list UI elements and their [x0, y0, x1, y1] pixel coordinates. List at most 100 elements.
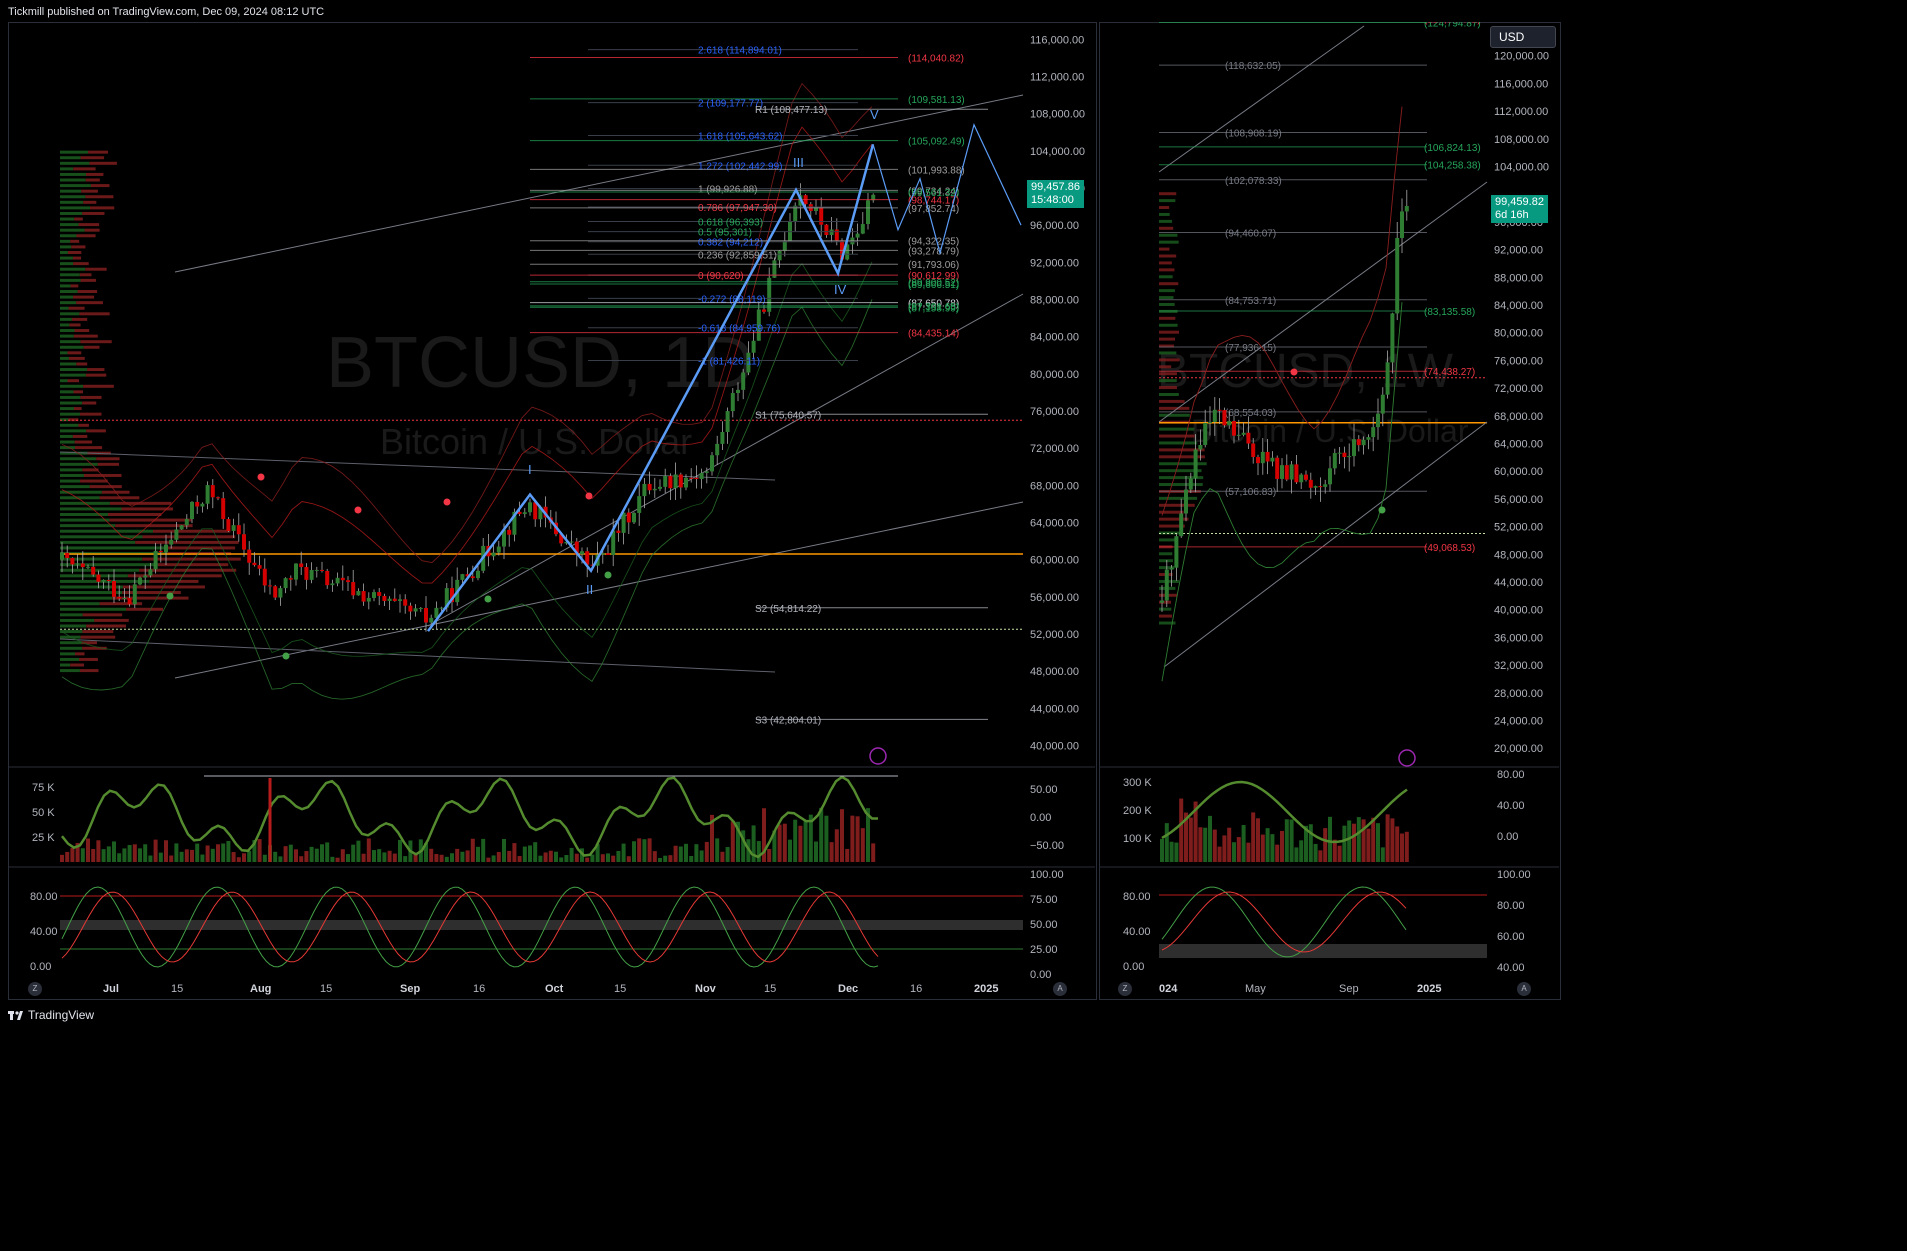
y-axis-tick: 60,000.00 [1030, 555, 1079, 567]
volume-bar [86, 838, 90, 862]
volume-bar [75, 842, 80, 862]
candle-body [450, 588, 454, 603]
trend-line [1163, 421, 1488, 668]
watermark-symbol: BTCUSD, 1D [326, 323, 754, 403]
volume-profile-bar [60, 267, 86, 271]
candle-body [777, 250, 782, 261]
candle-body [387, 598, 392, 601]
candle-body [621, 512, 626, 533]
candle-body [1289, 464, 1294, 480]
candle-body [533, 502, 538, 520]
volume-bar [1342, 825, 1347, 862]
volume-tick: 75 K [32, 782, 55, 794]
volume-profile-bar [1159, 372, 1177, 376]
candle-body [590, 564, 595, 566]
volume-bar [1260, 834, 1265, 862]
volume-bar [476, 846, 480, 862]
volume-bar [1169, 841, 1174, 862]
volume-profile-bar [149, 579, 199, 583]
candle-body [361, 591, 366, 602]
candle-body [491, 552, 496, 557]
volume-profile-bar [90, 206, 115, 210]
x-axis-tick: Oct [545, 983, 564, 995]
volume-bar [1371, 817, 1376, 862]
right-zoom-icon[interactable]: Z [1118, 982, 1132, 996]
candle-body [346, 580, 350, 583]
level-label: (102,078.33) [1225, 176, 1282, 187]
candle-body [756, 309, 761, 341]
candle-body [564, 541, 569, 544]
volume-bar [819, 807, 824, 862]
volume-profile-bar [60, 161, 90, 165]
volume-bar [777, 824, 782, 862]
candle-body [444, 588, 449, 608]
left-zoom-icon[interactable]: Z [28, 982, 42, 996]
volume-bar [1270, 834, 1275, 862]
volume-bar [138, 848, 142, 862]
candle-body [1337, 452, 1342, 454]
volume-profile-bar [60, 507, 122, 511]
volume-bar [148, 855, 153, 862]
y-axis-tick: 72,000.00 [1030, 443, 1079, 455]
volume-bar [236, 857, 241, 862]
volume-bar [398, 839, 402, 862]
volume-bar [252, 840, 257, 862]
fib-label: 0 (90,620) [698, 271, 744, 282]
y-axis-tick: 96,000.00 [1030, 220, 1079, 232]
candle-body [210, 485, 215, 498]
volume-profile-bar [60, 457, 97, 461]
band-line [61, 299, 873, 700]
volume-profile-bar [67, 250, 82, 254]
candle-body [429, 617, 434, 623]
volume-profile-bar [127, 574, 222, 578]
volume-bar [1280, 830, 1284, 862]
right-auto-icon[interactable]: A [1517, 982, 1531, 996]
candle-body [366, 597, 371, 602]
volume-bar [1337, 845, 1342, 862]
volume-bar [1160, 838, 1164, 862]
volume-bar [834, 829, 839, 862]
volume-profile-bar [82, 630, 114, 634]
volume-profile-bar [69, 323, 81, 327]
candle-body [382, 595, 387, 601]
candle-body [1260, 451, 1265, 464]
candle-body [652, 488, 657, 491]
candle-body [626, 512, 631, 523]
left-price-tag: 99,457.86 15:48:00 [1027, 180, 1084, 208]
left-chart-svg[interactable]: BTCUSD, 1D Bitcoin / U.S. Dollar 2.618 (11… [8, 22, 1095, 998]
signal-dot [484, 595, 492, 603]
currency-button[interactable]: USD [1490, 26, 1556, 48]
volume-profile-bar [1159, 192, 1177, 196]
volume-bar [60, 854, 64, 862]
candle-body [1323, 484, 1328, 487]
volume-bar [512, 843, 517, 862]
volume-profile-bar [109, 501, 172, 505]
left-auto-icon[interactable]: A [1053, 982, 1067, 996]
level-label: R1 (108,477.13) [755, 105, 827, 116]
candle-body [351, 582, 356, 596]
volume-profile-bar [60, 540, 136, 544]
volume-bar [434, 854, 439, 862]
volume-profile-bar [85, 267, 107, 271]
trend-line [427, 293, 1024, 627]
volume-profile-bar [60, 630, 83, 634]
candle-body [528, 502, 532, 513]
candle-body [1366, 437, 1371, 440]
volume-profile-bar [60, 669, 80, 673]
volume-bar [808, 814, 813, 862]
volume-profile-bar [60, 239, 71, 243]
candle-body [684, 477, 688, 488]
fib-label: 0.786 (97,947.30) [698, 203, 777, 214]
candle-body [216, 497, 220, 499]
level-label: (99,734.24) [908, 186, 959, 197]
volume-profile-bar [1159, 206, 1170, 210]
volume-profile-bar [60, 167, 74, 171]
candle-body [502, 529, 506, 547]
stoch-tick-right: 75.00 [1030, 894, 1058, 906]
fib-label: 0.618 (96,393) [698, 217, 763, 228]
volume-profile-bar [60, 546, 168, 550]
volume-bar [829, 842, 834, 862]
volume-bar [585, 857, 590, 862]
volume-profile-bar [60, 278, 81, 282]
